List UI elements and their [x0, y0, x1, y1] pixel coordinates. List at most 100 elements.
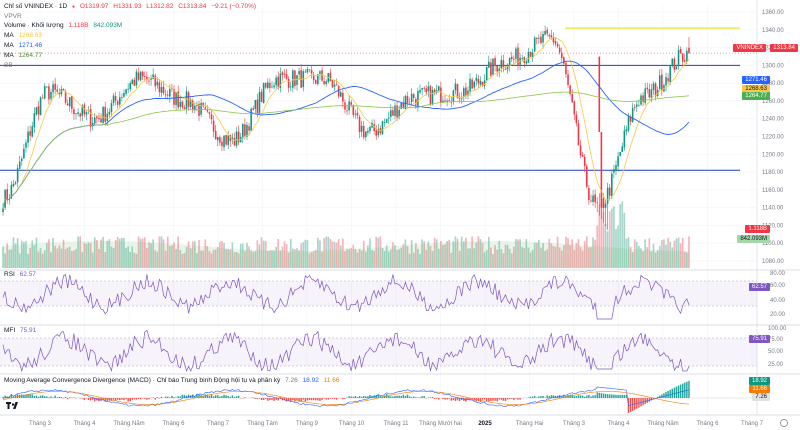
- macd-histogram-bar: [225, 395, 227, 398]
- candle-body: [488, 61, 490, 68]
- indicator-ma-3[interactable]: MA 1264.77: [4, 52, 43, 59]
- indicator-volume[interactable]: Volume · Khối lượng 1.118B 842.093M: [4, 22, 123, 29]
- ohlc-close: C1313.84: [178, 3, 207, 10]
- candle-body: [400, 103, 403, 109]
- candle-body: [494, 57, 496, 66]
- macd-histogram-bar: [244, 397, 246, 398]
- macd-histogram-bar: [102, 398, 104, 401]
- candle-body: [254, 100, 257, 109]
- candle-body: [37, 106, 40, 115]
- volume-bar: [633, 239, 636, 268]
- candle-body: [216, 137, 219, 141]
- macd-histogram-bar: [321, 398, 323, 400]
- symbol-title[interactable]: Chỉ số VNINDEX · 1D: [4, 3, 68, 10]
- indicator-vpvr[interactable]: VPVR: [4, 13, 22, 20]
- volume-bar: [617, 225, 619, 268]
- macd-histogram-bar: [602, 393, 605, 398]
- volume-bar: [429, 245, 432, 268]
- volume-bar: [204, 239, 207, 268]
- candle-body: [375, 130, 378, 136]
- macd-histogram-bar: [446, 398, 448, 400]
- volume-bar: [377, 237, 380, 268]
- moving-average-line: [2, 91, 690, 209]
- volume-bar: [344, 251, 346, 268]
- volume-bar: [656, 250, 659, 268]
- volume-bar: [56, 248, 59, 268]
- volume-bar: [125, 248, 127, 268]
- macd-histogram-bar: [273, 398, 275, 401]
- candle-body: [160, 86, 163, 93]
- candle-body: [569, 85, 571, 95]
- macd-histogram-bar: [406, 394, 409, 398]
- candle-body: [33, 113, 36, 128]
- candle-body: [202, 102, 204, 107]
- rsi-legend[interactable]: RSI 62.57: [4, 271, 36, 278]
- macd-histogram-bar: [81, 398, 83, 399]
- macd-histogram-bar: [123, 398, 125, 401]
- candle-body: [406, 96, 409, 103]
- volume-bar: [246, 242, 248, 268]
- macd-histogram-bar: [269, 398, 271, 401]
- volume-bar: [289, 238, 292, 268]
- price-tick-label: 1340.00: [762, 28, 784, 34]
- volume-bar: [575, 242, 578, 268]
- volume-bar: [423, 241, 426, 268]
- candle-body: [627, 116, 630, 131]
- volume-bar: [352, 244, 355, 268]
- macd-histogram-bar: [613, 394, 615, 398]
- indicator-ma-2[interactable]: MA 1271.46: [4, 42, 43, 49]
- candle-body: [221, 141, 223, 147]
- candle-body: [35, 107, 38, 115]
- volume-bar: [540, 247, 542, 268]
- macd-histogram-bar: [148, 398, 150, 400]
- candle-body: [206, 109, 209, 112]
- candle-body: [285, 74, 288, 79]
- time-tick-label: Tháng 10: [339, 421, 365, 427]
- volume-bar: [112, 248, 115, 268]
- volume-bar: [81, 251, 84, 268]
- volume-bar: [6, 243, 9, 268]
- candle-body: [104, 106, 106, 122]
- candle-body: [127, 88, 129, 90]
- indicator-bb[interactable]: BB: [4, 62, 13, 69]
- macd-histogram-bar: [684, 382, 686, 398]
- volume-bar: [548, 238, 551, 268]
- macd-histogram-bar: [529, 396, 532, 398]
- volume-bar: [210, 253, 213, 268]
- macd-legend[interactable]: Moving Average Convergence Divergence (M…: [4, 377, 340, 384]
- volume-bar: [648, 238, 651, 268]
- mfi-legend[interactable]: MFI 75.91: [4, 327, 37, 334]
- macd-histogram-bar: [156, 397, 159, 398]
- macd-histogram-bar: [208, 395, 211, 398]
- volume-badge: 1.118B: [745, 225, 770, 233]
- candle-body: [223, 135, 225, 148]
- volume-bar: [354, 248, 357, 268]
- candle-body: [673, 58, 676, 70]
- candle-body: [642, 95, 644, 102]
- candle-body: [640, 95, 642, 105]
- macd-histogram-bar: [579, 395, 582, 398]
- macd-histogram-bar: [54, 395, 56, 398]
- volume-bar: [527, 247, 530, 268]
- macd-histogram-bar: [133, 398, 136, 400]
- indicator-ma-1[interactable]: MA 1268.63: [4, 32, 43, 39]
- candle-body: [533, 37, 536, 52]
- volume-bar: [465, 237, 467, 268]
- volume-bar: [667, 237, 669, 268]
- candle-body: [671, 58, 674, 66]
- candle-body: [41, 97, 44, 99]
- macd-histogram-bar: [550, 395, 553, 398]
- macd-histogram-bar: [160, 396, 163, 398]
- volume-bar: [100, 239, 102, 268]
- macd-histogram-bar: [137, 398, 140, 400]
- candle-body: [175, 92, 177, 105]
- volume-bar: [37, 251, 40, 268]
- candle-body: [631, 107, 634, 122]
- candle-body: [419, 90, 421, 93]
- macd-histogram-bar: [258, 398, 261, 399]
- volume-bar: [310, 252, 313, 268]
- volume-bar: [123, 237, 125, 268]
- volume-bar: [389, 249, 392, 268]
- volume-bar: [560, 250, 563, 268]
